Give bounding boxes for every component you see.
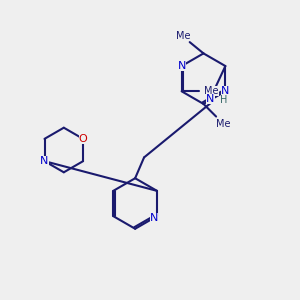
Text: N: N: [221, 86, 230, 96]
Text: N: N: [40, 156, 49, 166]
Text: Me: Me: [216, 119, 231, 129]
Text: N: N: [206, 94, 215, 104]
Text: Me: Me: [204, 86, 219, 96]
Text: Me: Me: [176, 32, 190, 41]
Text: N: N: [177, 61, 186, 71]
Text: O: O: [79, 134, 88, 144]
Text: N: N: [150, 213, 158, 223]
Text: H: H: [220, 95, 227, 105]
